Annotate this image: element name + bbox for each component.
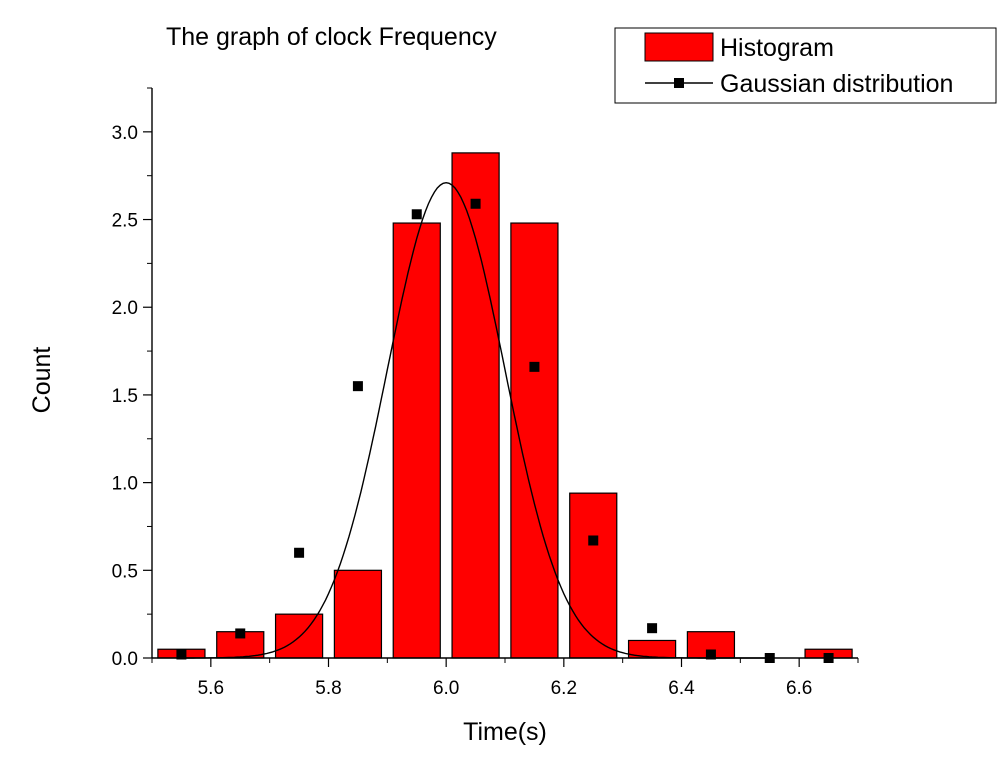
histogram-bar bbox=[510, 222, 559, 659]
y-tick-label: 2.5 bbox=[112, 211, 138, 232]
y-tick-label: 3.0 bbox=[112, 123, 138, 144]
gaussian-marker bbox=[470, 198, 481, 209]
x-tick-label: 6.2 bbox=[551, 678, 577, 699]
chart-title: The graph of clock Frequency bbox=[166, 23, 497, 51]
gaussian-marker bbox=[647, 623, 658, 634]
y-tick-label: 1.5 bbox=[112, 386, 138, 407]
x-tick-label: 5.8 bbox=[315, 678, 341, 699]
histogram-bar bbox=[333, 569, 383, 659]
x-tick-label: 6.0 bbox=[433, 678, 459, 699]
gaussian-marker bbox=[705, 649, 716, 660]
gaussian-marker bbox=[294, 547, 305, 558]
x-tick-label: 5.6 bbox=[198, 678, 224, 699]
gaussian-marker bbox=[529, 361, 540, 372]
y-tick-label: 1.0 bbox=[112, 474, 138, 495]
axes: 5.6 5.8 6.0 6.2 6.4 6.6 0.0 0.5 1.0 1.5 2.0 2.5 3.0 bbox=[112, 87, 859, 699]
legend-gaussian-label: Gaussian distribution bbox=[720, 70, 953, 98]
gaussian-marker bbox=[411, 209, 422, 220]
histogram-bars bbox=[157, 152, 853, 659]
x-axis-title: Time(s) bbox=[463, 718, 547, 746]
legend: Histogram Gaussian distribution bbox=[614, 27, 997, 104]
gaussian-marker bbox=[352, 381, 363, 392]
y-tick-label: 0.0 bbox=[112, 649, 138, 670]
gaussian-marker bbox=[588, 535, 599, 546]
histogram-bar bbox=[392, 222, 441, 659]
x-tick-label: 6.6 bbox=[786, 678, 812, 699]
gaussian-marker bbox=[235, 628, 246, 639]
histogram-bar bbox=[274, 613, 324, 659]
y-tick-label: 0.5 bbox=[112, 561, 138, 582]
histogram-bar bbox=[451, 152, 500, 659]
y-axis-title: Count bbox=[28, 347, 56, 414]
y-tick-label: 2.0 bbox=[112, 298, 138, 319]
legend-histogram-swatch bbox=[644, 32, 714, 62]
gaussian-marker bbox=[176, 649, 187, 660]
histogram-bar bbox=[569, 492, 618, 659]
legend-histogram-label: Histogram bbox=[720, 34, 834, 62]
gaussian-markers bbox=[176, 198, 834, 663]
legend-gaussian-marker bbox=[674, 78, 684, 88]
x-tick-label: 6.4 bbox=[668, 678, 695, 699]
